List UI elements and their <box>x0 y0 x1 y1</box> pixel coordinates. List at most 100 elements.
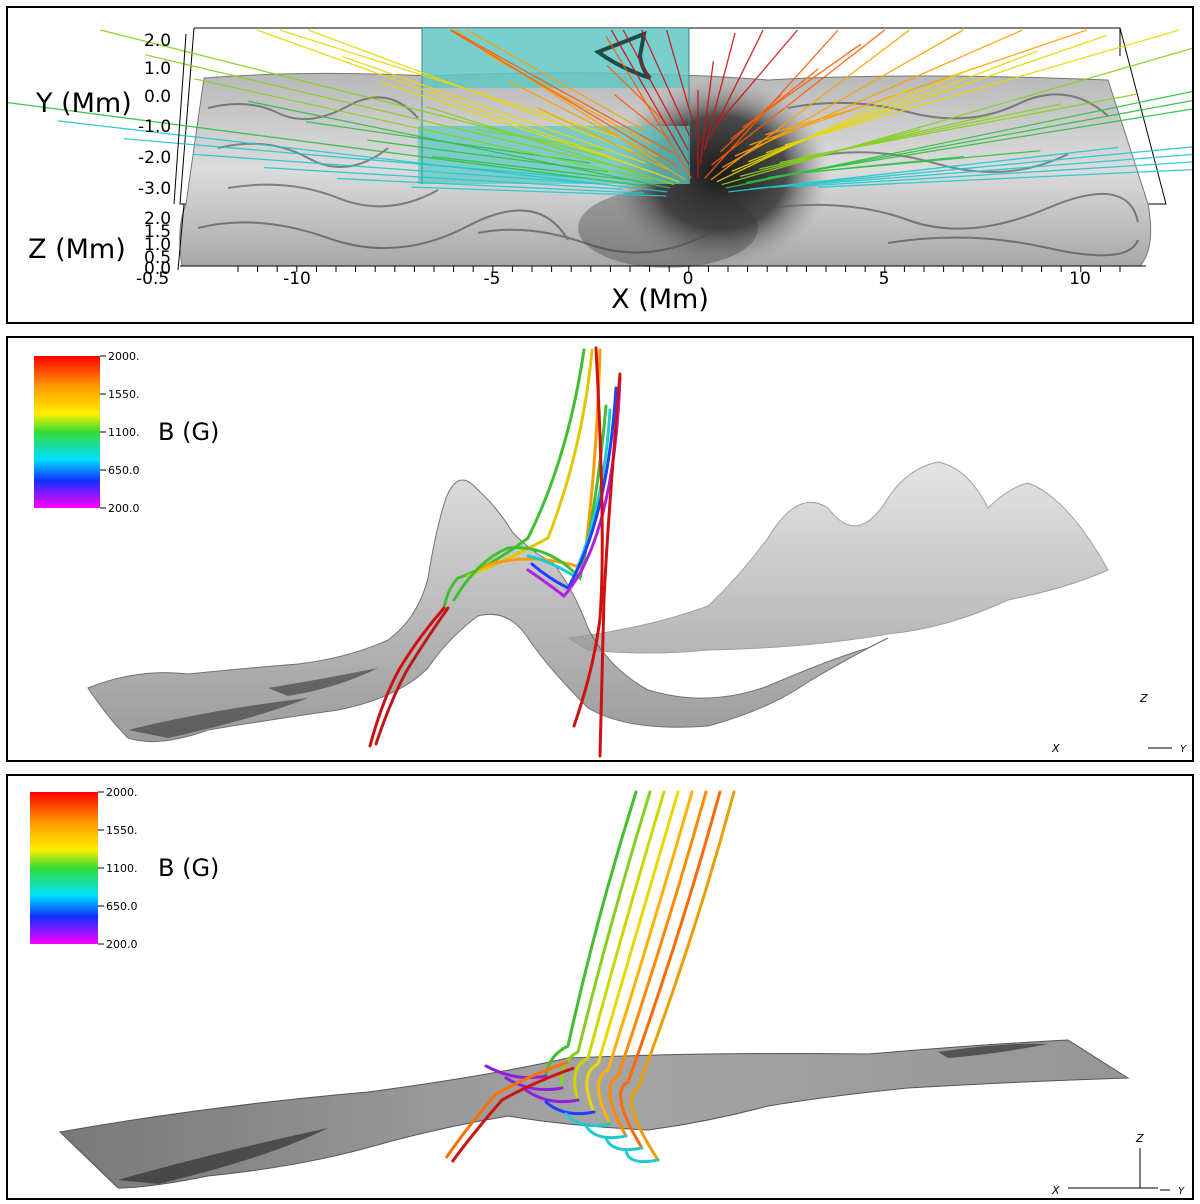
field-line-strand <box>750 146 1192 190</box>
field-line-strand <box>192 153 602 185</box>
bottom-panel-graphic: 2000. 1550. 1100. 650.0 200.0 B (G) Z X … <box>30 786 1185 1197</box>
orientation-x-label: X <box>1051 1184 1060 1197</box>
field-line-strand <box>622 29 689 151</box>
field-line-strand <box>731 67 974 172</box>
y-tick-5: -2.0 <box>138 148 171 168</box>
field-line-strand <box>734 29 1023 157</box>
magnetic-field-line <box>452 404 608 602</box>
field-line-strand <box>145 54 635 172</box>
z-tick-1: 2.0 <box>144 209 171 229</box>
colorbar-ticks: 2000. 1550. 1100. 650.0 200.0 <box>98 786 138 951</box>
field-line-strand <box>721 47 1192 186</box>
field-line-strand <box>665 29 694 123</box>
bottom-field-lines <box>444 790 736 1164</box>
magnetic-field-line-foot <box>564 1112 612 1128</box>
field-line-strand <box>703 32 736 151</box>
colorbar-tick-650: 650.0 <box>108 464 140 477</box>
field-line-strand <box>818 168 1192 188</box>
magnetic-field-line <box>629 790 736 1162</box>
field-line-strand <box>730 68 819 140</box>
field-line-strand <box>748 50 1038 163</box>
colorbar-ticks: 2000. 1550. 1100. 650.0 200.0 <box>100 350 140 515</box>
field-line-strand <box>537 107 669 171</box>
x-axis-label: X (Mm) <box>611 284 709 315</box>
flat-sheet-dark-folds <box>118 1043 1048 1184</box>
field-line-strand <box>812 150 1041 173</box>
magnetic-field-line-foot <box>624 1148 660 1164</box>
orientation-z-label: Z <box>1139 692 1148 705</box>
mesh-surface-back <box>566 461 1109 654</box>
colorbar-tick-1550: 1550. <box>108 388 140 401</box>
field-line-strand <box>342 55 646 164</box>
field-line-strand <box>784 29 1180 146</box>
y-tick-2: 1.0 <box>144 59 171 79</box>
middle-panel-graphic: 2000. 1550. 1100. 650.0 200.0 B (G) Z X … <box>34 346 1187 758</box>
colorbar-tick-200: 200.0 <box>108 502 140 515</box>
field-line-strand <box>716 86 914 183</box>
field-line-strand <box>709 29 764 137</box>
magnetic-field-line <box>559 790 652 1090</box>
field-line-strand <box>248 100 671 189</box>
field-line-strand <box>336 177 645 194</box>
field-line-strand <box>699 61 714 165</box>
z-tick-4: 0.5 <box>144 248 171 268</box>
y-tick-1: 2.0 <box>144 31 171 51</box>
magnetic-field-line <box>598 372 622 758</box>
top-panel-3d-surface-view: 2.0 1.0 0.0 -1.0 -2.0 -3.0 Y (Mm) 2.0 1.… <box>6 6 1194 324</box>
y-axis-label: Y (Mm) <box>35 88 132 119</box>
magnetic-field-line <box>597 790 694 1126</box>
colorbar-tick-1100: 1100. <box>106 862 138 875</box>
field-line-strand <box>641 29 691 137</box>
field-line-strand <box>610 29 690 165</box>
magnetic-field-line <box>585 790 680 1114</box>
field-line-strand <box>432 155 628 181</box>
field-line-strand <box>194 78 653 181</box>
field-line-strand <box>381 81 660 175</box>
field-line-strand <box>717 29 799 124</box>
magnetic-field-line <box>530 386 618 590</box>
y-tick-4: -1.0 <box>138 117 171 137</box>
field-line-strand <box>772 153 1192 188</box>
field-line-strand <box>767 108 1192 179</box>
flat-surface-sheet <box>58 1039 1130 1189</box>
magnetic-field-line-foot <box>544 1100 596 1116</box>
magnetic-field-line <box>368 606 446 748</box>
field-line-strand <box>449 29 679 167</box>
field-line-strand <box>711 29 886 166</box>
field-line-strand <box>508 80 659 158</box>
y-tick-6: -3.0 <box>138 179 171 199</box>
colorbar-label: B (G) <box>158 418 219 446</box>
x-tick-1: -10 <box>283 269 311 289</box>
field-line-strand <box>58 120 668 193</box>
magnetic-field-line-foot <box>504 1076 564 1092</box>
bounding-box-top-edge <box>179 27 1167 205</box>
orientation-y-label: Y <box>1178 1186 1185 1197</box>
bottom-panel-field-line-view: 2000. 1550. 1100. 650.0 200.0 B (G) Z X … <box>6 774 1194 1200</box>
colorbar <box>34 356 100 508</box>
field-line-strand <box>484 52 651 145</box>
x-tick-5: 10 <box>1069 269 1091 289</box>
field-line-strand <box>454 29 686 181</box>
magnetic-field-line-foot <box>484 1064 548 1080</box>
x-tick-3: 0 <box>683 269 694 289</box>
z-tick-5: 0.0 <box>144 259 171 279</box>
z-tick-6: -0.5 <box>136 269 169 289</box>
colorbar-tick-2000: 2000. <box>108 350 140 363</box>
colorbar-tick-200: 200.0 <box>106 938 138 951</box>
field-line-strand <box>749 29 1088 146</box>
field-line-strand <box>746 100 1192 183</box>
z-tick-3: 1.0 <box>144 235 171 255</box>
field-line-strand <box>795 161 1192 188</box>
magnetic-field-line <box>374 606 450 746</box>
magnetic-field-line-foot <box>584 1124 628 1140</box>
z-axis-label: Z (Mm) <box>28 234 126 265</box>
magnetic-field-line <box>608 790 708 1138</box>
magnetic-field-line-tail <box>444 1060 569 1159</box>
orientation-x-label: X <box>1051 742 1060 755</box>
magnetic-field-line-tail <box>450 1066 575 1163</box>
magnetic-field-line <box>573 790 666 1102</box>
field-line-strand <box>124 138 581 179</box>
field-line-strand <box>263 166 623 190</box>
colorbar-tick-2000: 2000. <box>106 786 138 799</box>
field-line-strand <box>765 107 858 136</box>
